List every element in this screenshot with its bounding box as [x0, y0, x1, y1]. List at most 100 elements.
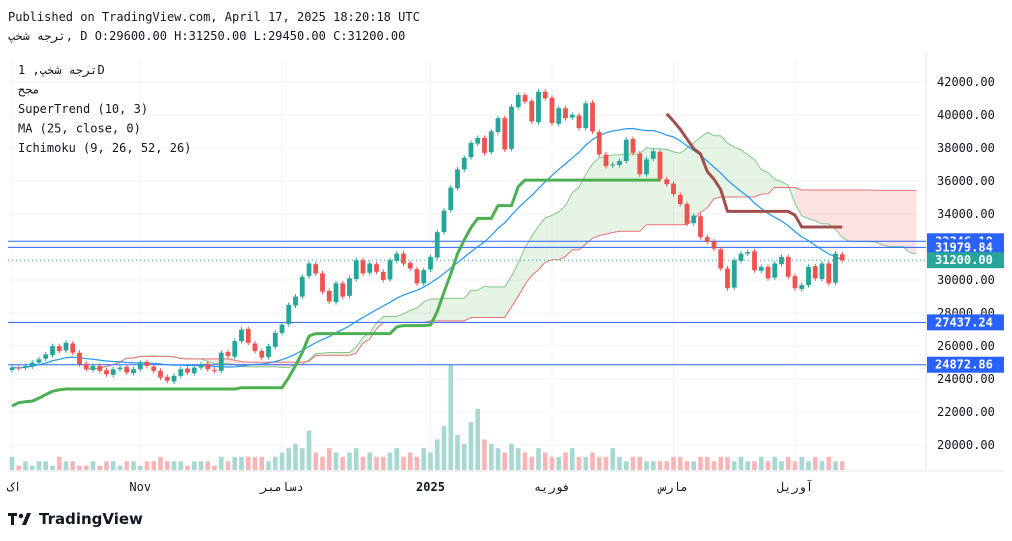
tradingview-brand[interactable]: TradingView [8, 510, 143, 528]
candle-body [144, 361, 150, 366]
moving-average [11, 127, 843, 369]
volume-bar [684, 461, 690, 470]
candle-body [218, 352, 224, 371]
candle-body [225, 352, 231, 357]
volume-bar [110, 461, 116, 470]
candle-body [279, 324, 285, 333]
time-tick-label: فوریه [534, 480, 570, 495]
candle-body [569, 114, 575, 118]
candle-body [448, 187, 454, 211]
volume-bar [725, 456, 730, 470]
volume-bars [9, 365, 845, 470]
supertrend-segment [665, 112, 843, 229]
candle-body [320, 273, 325, 292]
cloud-segment [619, 154, 627, 232]
volume-bar [320, 456, 325, 470]
tradingview-logo-icon [8, 512, 34, 526]
candle-body [455, 169, 460, 189]
candle-body [826, 263, 832, 284]
candle-body [475, 137, 481, 144]
cloud-segment [444, 298, 451, 321]
cloud-segment [491, 287, 498, 318]
volume-bar [650, 461, 656, 470]
volume-bar [43, 461, 49, 470]
price-tick-label: 30000.00 [937, 273, 995, 287]
candle-body [367, 263, 373, 273]
volume-bar [252, 456, 258, 470]
candle-body [198, 364, 204, 368]
volume-bar [428, 452, 433, 470]
volume-bar [340, 456, 346, 470]
candle-body [725, 268, 730, 289]
cloud-segment [552, 211, 559, 260]
candle-body [272, 332, 278, 347]
cloud-segment [606, 154, 613, 235]
candle-body [698, 216, 703, 238]
cloud-segment [342, 352, 350, 356]
volume-bar [347, 452, 352, 470]
candle-body [313, 264, 319, 274]
volume-bar [542, 452, 548, 470]
price-label-box: 31979.84 [927, 239, 1004, 256]
cloud-segment [356, 337, 363, 354]
candle-body [671, 183, 676, 195]
cloud-segment [558, 205, 566, 260]
candle-body [785, 256, 791, 277]
volume-bar [421, 448, 427, 470]
volume-bar [765, 461, 771, 470]
volume-bar [718, 456, 724, 470]
time-tick-label: Nov [129, 480, 151, 494]
cloud-segment [666, 149, 674, 225]
volume-bar [509, 443, 514, 470]
candle-body [630, 138, 636, 153]
volume-bar [245, 456, 251, 470]
candle-body [752, 251, 757, 271]
volume-bar [387, 452, 393, 470]
cloud-segment [687, 142, 694, 225]
volume-bar [522, 452, 528, 470]
cloud-segment [579, 174, 586, 250]
cloud-segment [457, 298, 465, 321]
price-label-text: 27437.24 [935, 315, 993, 329]
cloud-segment [707, 132, 714, 208]
candle-body [603, 154, 609, 167]
candle-body [583, 103, 589, 129]
volume-bar [536, 448, 541, 470]
volume-bar [596, 456, 602, 470]
cloud-segment [761, 169, 768, 195]
candle-body [812, 266, 818, 279]
cloud-segment [545, 215, 552, 263]
candle-body [360, 260, 366, 274]
volume-bar [333, 452, 339, 470]
candle-body [380, 271, 386, 281]
volume-bar [610, 448, 616, 470]
time-tick-label: مارس [657, 480, 688, 495]
candle-body [677, 194, 683, 205]
chart-legend: ترجه شخپ, 1D مجح SuperTrend (10, 3) MA (25,… [18, 63, 191, 155]
volume-bar [272, 456, 278, 470]
brand-name: TradingView [39, 510, 143, 528]
cloud-segment [336, 352, 343, 356]
cloud-segment [410, 308, 417, 323]
candle-body [239, 329, 244, 342]
candle-body [590, 102, 595, 132]
price-label-bg [927, 239, 1004, 256]
candle-body [43, 354, 49, 359]
volume-bar [475, 408, 481, 470]
cloud-segment [909, 190, 917, 254]
volume-bar [407, 452, 413, 470]
volume-bar [83, 465, 89, 470]
cloud-segment [207, 358, 215, 364]
volume-bar [63, 461, 69, 470]
cloud-segment [390, 316, 397, 323]
legend-indicator: Ichimoku (9, 26, 52, 26) [18, 141, 191, 155]
volume-bar [279, 452, 285, 470]
volume-bar [698, 456, 703, 470]
legend-indicator: MA (25, close, 0) [18, 122, 141, 136]
candle-body [70, 343, 76, 353]
candle-body [745, 251, 751, 254]
candle-body [252, 343, 258, 352]
price-label-text: 31200.00 [935, 253, 993, 267]
volume-bar [657, 461, 663, 470]
